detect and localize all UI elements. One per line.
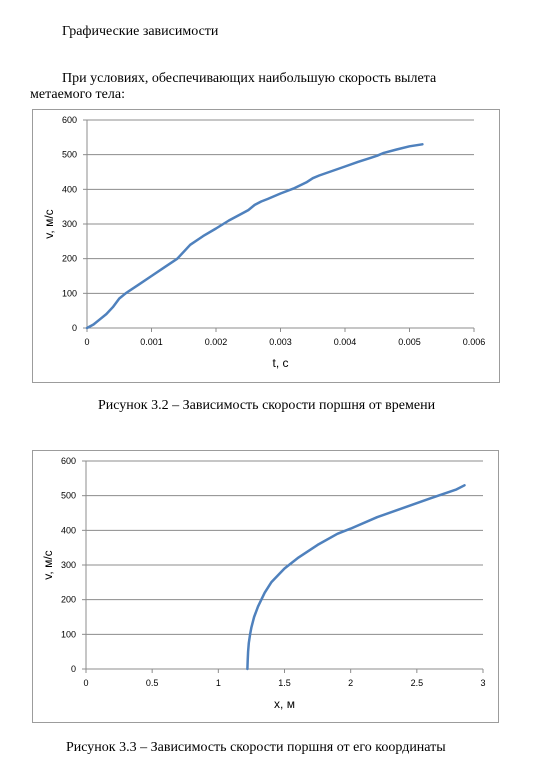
y-tick-label: 500: [61, 491, 76, 501]
chart-velocity-time-svg: 0 100 200 300 400 500 600 0 0.001 0.002 0.003 0.004…: [42, 115, 486, 370]
x-tick-label: 0.004: [334, 337, 357, 347]
series-line-0: [246, 484, 466, 671]
x-axis-title: t, с: [272, 356, 288, 370]
y-tick-label: 0: [71, 664, 76, 674]
section-heading: Графические зависимости: [62, 24, 219, 39]
intro-paragraph: При условиях, обеспечивающих наибольшую …: [30, 71, 437, 102]
y-tick-label: 400: [61, 525, 76, 535]
figure-caption-3-3: Рисунок 3.3 – Зависимость скорости поршн…: [66, 740, 446, 755]
x-axis-title: x, м: [274, 697, 295, 711]
y-tick-label: 500: [62, 150, 77, 160]
series-line-0: [85, 143, 424, 330]
chart-velocity-coordinate: 0 100 200 300 400 500 600 0 0.5 1 1.5 2 2.5 3 x, м v, м…: [32, 450, 499, 723]
chart-velocity-coordinate-svg: 0 100 200 300 400 500 600 0 0.5 1 1.5 2 2.5 3 x, м v, м…: [41, 456, 486, 711]
y-tick-label: 300: [61, 560, 76, 570]
y-tick-label: 200: [62, 254, 77, 264]
x-tick-label: 0.001: [140, 337, 163, 347]
y-tick-label: 600: [62, 115, 77, 125]
x-tick-label: 0: [84, 337, 89, 347]
x-tick-label: 1.5: [278, 678, 291, 688]
y-tick-label: 100: [61, 629, 76, 639]
x-tick-label: 0: [83, 678, 88, 688]
y-axis-title: v, м/с: [41, 550, 55, 579]
x-tick-label: 3: [480, 678, 485, 688]
figure-caption-3-2: Рисунок 3.2 – Зависимость скорости поршн…: [98, 398, 436, 413]
x-tick-label: 0.005: [398, 337, 421, 347]
chart-velocity-time: 0 100 200 300 400 500 600 0 0.001 0.002 0.003 0.004…: [32, 109, 500, 383]
x-tick-label: 2.5: [411, 678, 424, 688]
y-tick-label: 200: [61, 595, 76, 605]
y-axis-title: v, м/с: [42, 209, 56, 238]
x-tick-label: 0.006: [463, 337, 486, 347]
x-tick-label: 1: [216, 678, 221, 688]
x-tick-label: 0.003: [269, 337, 292, 347]
x-tick-label: 0.5: [146, 678, 159, 688]
y-tick-label: 300: [62, 219, 77, 229]
x-tick-label: 0.002: [205, 337, 228, 347]
x-tick-label: 2: [348, 678, 353, 688]
y-tick-label: 100: [62, 288, 77, 298]
y-tick-label: 0: [72, 323, 77, 333]
y-tick-label: 400: [62, 184, 77, 194]
y-tick-label: 600: [61, 456, 76, 466]
